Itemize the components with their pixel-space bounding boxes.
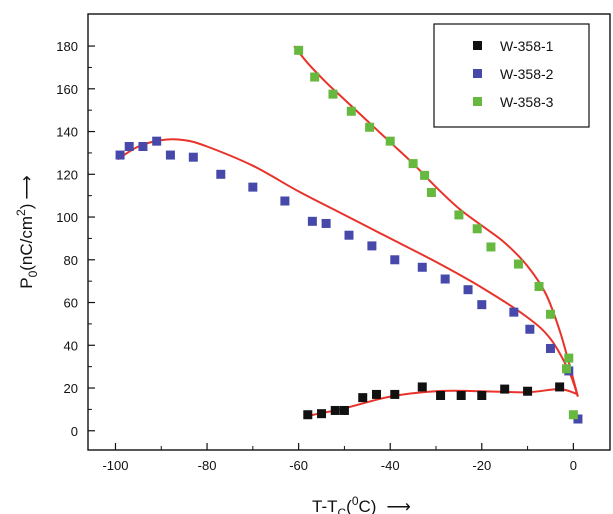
data-point-W-358-3	[328, 89, 338, 99]
legend-label-W-358-2: W-358-2	[500, 66, 554, 82]
data-point-W-358-2	[344, 230, 354, 240]
x-title-tail: C)	[359, 497, 377, 514]
data-point-W-358-3	[562, 364, 571, 374]
data-point-W-358-1	[317, 409, 327, 419]
data-point-W-358-1	[371, 389, 381, 399]
x-title-arrow: ⟶	[386, 497, 410, 514]
legend-label-W-358-3: W-358-3	[500, 94, 554, 110]
data-point-W-358-3	[346, 106, 356, 116]
legend: W-358-1 W-358-2 W-358-3	[433, 23, 590, 128]
y-tick-label: 120	[56, 167, 78, 182]
fit-curve-W-358-2	[117, 138, 579, 397]
data-point-W-358-3	[420, 170, 430, 180]
legend-label-W-358-1: W-358-1	[500, 38, 554, 54]
data-point-W-358-2	[440, 274, 450, 284]
data-point-W-358-2	[138, 142, 148, 152]
data-point-W-358-3	[454, 210, 464, 220]
data-point-W-358-3	[426, 187, 436, 197]
data-point-W-358-3	[486, 242, 496, 252]
data-point-W-358-1	[456, 391, 466, 400]
data-point-W-358-1	[303, 410, 313, 420]
data-point-W-358-1	[555, 382, 565, 392]
y-tick-label: 0	[71, 424, 78, 439]
data-point-W-358-3	[365, 122, 375, 132]
data-point-W-358-3	[294, 45, 304, 55]
data-point-W-358-2	[390, 255, 400, 265]
data-points	[115, 45, 583, 424]
x-tick-label: 0	[570, 458, 577, 473]
data-point-W-358-2	[525, 324, 535, 334]
legend-marker-W-358-2	[473, 69, 482, 78]
data-point-W-358-1	[390, 389, 400, 399]
x-title-open: (	[346, 497, 352, 514]
y-title-main: P	[17, 277, 36, 288]
y-tick-label: 160	[56, 82, 78, 97]
data-point-W-358-2	[463, 285, 473, 295]
legend-marker-W-358-1	[473, 41, 482, 50]
x-tick-label: -60	[289, 458, 308, 473]
legend-box	[433, 23, 590, 128]
plot-frame	[87, 13, 611, 451]
data-point-W-358-3	[564, 353, 574, 363]
y-tick-label: 40	[64, 338, 78, 353]
data-point-W-358-1	[477, 391, 487, 400]
data-point-W-358-2	[248, 182, 258, 192]
data-point-W-358-2	[367, 241, 377, 251]
data-point-W-358-1	[417, 382, 427, 392]
data-point-W-358-1	[523, 386, 533, 396]
y-axis-title: P0(nC/cm2) ⟶	[14, 175, 40, 289]
data-point-W-358-2	[477, 300, 487, 310]
data-point-W-358-2	[307, 216, 317, 226]
data-point-W-358-3	[472, 224, 482, 234]
data-point-W-358-3	[310, 72, 320, 82]
data-point-W-358-3	[545, 309, 555, 319]
y-title-mid: (nC/cm	[17, 216, 36, 271]
data-point-W-358-2	[417, 262, 427, 272]
data-point-W-358-2	[115, 150, 125, 160]
x-title-sub: C	[338, 506, 347, 514]
x-title-sup: 0	[352, 494, 359, 508]
data-point-W-358-2	[573, 414, 583, 424]
legend-marker-W-358-3	[473, 97, 482, 106]
y-title-sub: 0	[26, 270, 40, 277]
y-tick-label: 180	[56, 39, 78, 54]
data-point-W-358-3	[568, 410, 578, 420]
data-point-W-358-3	[513, 259, 523, 269]
y-axis-ticks: 0 20 40 60 80 100 120 140 160 180	[56, 39, 95, 439]
data-point-W-358-2	[188, 152, 198, 162]
data-point-W-358-2	[321, 218, 331, 228]
x-axis-title: T-TC(0C) ⟶	[312, 494, 411, 514]
x-tick-label: -20	[472, 458, 491, 473]
data-point-W-358-2	[124, 142, 134, 152]
data-point-W-358-2	[152, 136, 162, 146]
y-tick-label: 100	[56, 210, 78, 225]
x-tick-label: -100	[102, 458, 128, 473]
y-title-sup: 2	[14, 209, 28, 216]
data-point-W-358-1	[436, 391, 446, 400]
data-point-W-358-2	[509, 307, 519, 317]
data-point-W-358-3	[385, 136, 395, 146]
x-tick-label: -40	[381, 458, 400, 473]
data-point-W-358-2	[165, 150, 175, 160]
data-point-W-358-1	[330, 405, 340, 415]
x-tick-label: -80	[198, 458, 217, 473]
y-tick-label: 20	[64, 381, 78, 396]
data-point-W-358-1	[339, 405, 349, 415]
y-title-tail: )	[17, 204, 36, 210]
x-title-main: T-T	[312, 497, 338, 514]
y-title-arrow: ⟶	[17, 175, 36, 199]
y-tick-label: 140	[56, 125, 78, 140]
data-point-W-358-3	[408, 159, 418, 169]
data-point-W-358-1	[500, 384, 510, 394]
data-point-W-358-2	[216, 169, 226, 179]
y-tick-label: 80	[64, 253, 78, 268]
data-point-W-358-1	[358, 393, 368, 403]
y-tick-label: 60	[64, 296, 78, 311]
data-point-W-358-3	[534, 282, 544, 291]
x-axis-ticks: -100 -80 -60 -40 -20 0	[102, 443, 577, 473]
data-point-W-358-2	[280, 196, 290, 206]
data-point-W-358-2	[545, 343, 555, 353]
